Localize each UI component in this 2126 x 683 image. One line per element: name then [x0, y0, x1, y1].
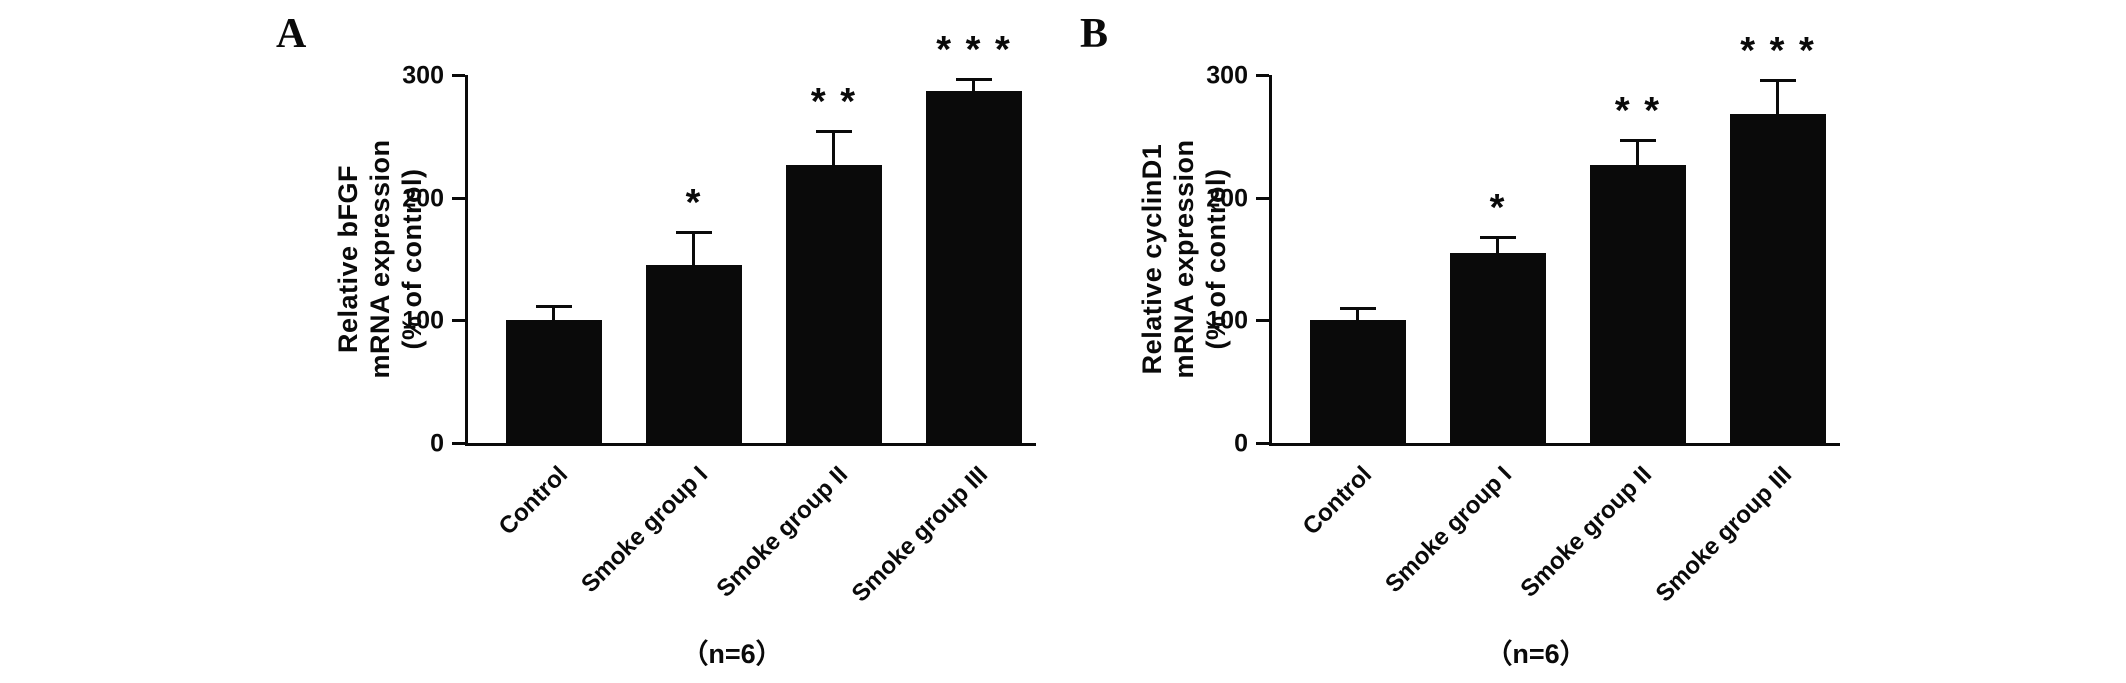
y-axis-title-line: (% of control) [397, 168, 427, 350]
y-axis-title-line: mRNA expression [365, 139, 395, 379]
y-axis-title-line: Relative cyclinD1 [1137, 143, 1167, 375]
error-bar-line [552, 305, 555, 321]
error-bar-line [1776, 79, 1779, 115]
significance-stars: * * [1614, 90, 1662, 132]
error-bar-cap [536, 304, 572, 308]
error-bar-line [1356, 308, 1359, 321]
y-axis-title-line: (% of control) [1201, 168, 1231, 350]
y-axis-tick-label: 200 [1206, 184, 1248, 213]
bar-smoke-group-i [1450, 252, 1546, 443]
y-axis-title-line: Relative bFGF [333, 164, 363, 354]
significance-stars: * [685, 182, 703, 224]
significance-stars: * [1489, 186, 1507, 229]
bar-control [506, 320, 602, 443]
panel-a: A Relative bFGF mRNA expression (% of cont… [268, 0, 1068, 683]
bar-smoke-group-ii [786, 164, 882, 443]
y-axis-tick [1256, 319, 1269, 323]
significance-stars: * * * [1740, 29, 1816, 72]
error-bar-cap [1340, 307, 1376, 311]
x-axis-line [1269, 443, 1840, 446]
y-axis-tick [1256, 442, 1269, 445]
panel-a-label: A [276, 11, 307, 57]
y-axis-title-line: mRNA expression [1169, 139, 1199, 379]
y-axis-tick [452, 196, 465, 200]
y-axis-tick [452, 74, 465, 77]
y-axis-tick [1256, 74, 1269, 77]
error-bar-line [832, 131, 835, 165]
y-axis-tick-label: 100 [402, 306, 444, 335]
y-axis-tick [452, 442, 465, 445]
error-bar-cap [676, 231, 712, 234]
bar-chart-cyclind1: Relative cyclinD1 mRNA expression (% of co… [1072, 0, 1872, 683]
bar-control [1310, 320, 1406, 443]
y-axis-line [465, 75, 468, 446]
y-axis-tick-label: 0 [1234, 429, 1248, 458]
error-bar-cap [816, 130, 852, 134]
error-bar-line [692, 232, 695, 266]
y-axis-tick-label: 0 [430, 429, 444, 458]
bar-smoke-group-ii [1590, 164, 1686, 443]
x-axis-line [465, 443, 1036, 446]
error-bar-cap [1480, 235, 1516, 239]
panel-b: B Relative cyclinD1 mRNA expression (% of … [1072, 0, 1872, 683]
error-bar-line [972, 78, 975, 91]
y-axis-tick-label: 300 [402, 61, 444, 90]
y-axis-title: Relative cyclinD1 mRNA expression (% of co… [1136, 49, 1232, 469]
sample-size-note: （n=6） [1485, 639, 1587, 669]
bar-chart-bfgf: Relative bFGF mRNA expression (% of contro… [268, 0, 1068, 683]
y-axis-tick-label: 300 [1206, 61, 1248, 90]
error-bar-cap [1620, 139, 1656, 142]
significance-stars: * * * [936, 28, 1012, 71]
y-axis-line [1269, 75, 1272, 446]
significance-stars: * * [810, 81, 858, 124]
error-bar-line [1496, 236, 1499, 253]
y-axis-tick-label: 200 [402, 184, 444, 213]
error-bar-line [1636, 140, 1639, 165]
error-bar-cap [956, 77, 992, 81]
sample-size-note: （n=6） [681, 639, 783, 669]
bar-smoke-group-iii [1730, 114, 1826, 443]
y-axis-tick-label: 100 [1206, 306, 1248, 335]
y-axis-tick [1256, 196, 1269, 200]
error-bar-cap [1760, 78, 1796, 82]
y-axis-tick [452, 319, 465, 323]
y-axis-title: Relative bFGF mRNA expression (% of contro… [332, 49, 428, 469]
bar-smoke-group-iii [926, 90, 1022, 443]
panel-b-label: B [1080, 11, 1109, 57]
bar-smoke-group-i [646, 265, 742, 443]
